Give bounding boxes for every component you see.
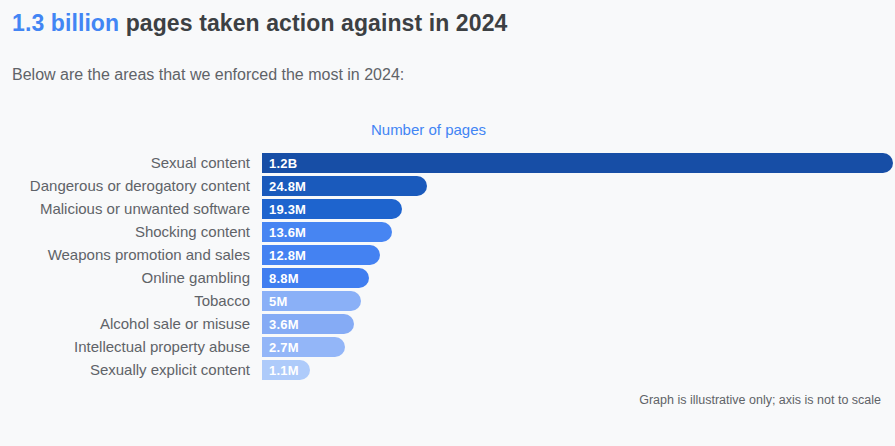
chart-row: Shocking content 13.6M [0,222,895,242]
chart-row: Tobacco 5M [0,291,895,311]
bar: 1.2B [262,153,893,173]
bar-value-label: 5M [262,294,287,309]
bar-value-label: 13.6M [262,225,306,240]
bar: 5M [262,291,361,311]
bar-track: 12.8M [262,245,895,265]
page-title-highlight: 1.3 billion [12,10,119,36]
bar-track: 8.8M [262,268,895,288]
bar-track: 1.1M [262,360,895,380]
category-label: Sexually explicit content [0,360,250,380]
category-label: Dangerous or derogatory content [0,176,250,196]
bar-value-label: 1.1M [262,363,299,378]
bar-value-label: 3.6M [262,317,299,332]
chart-title: Number of pages [262,121,595,138]
bar: 3.6M [262,314,354,334]
subtitle: Below are the areas that we enforced the… [12,66,895,84]
bar: 24.8M [262,176,427,196]
chart-footnote: Graph is illustrative only; axis is not … [0,393,895,407]
bar-chart: Number of pages Sexual content 1.2B Danger… [0,121,895,407]
category-label: Sexual content [0,153,250,173]
ads-safety-report-page: 1.3 billion pages taken action against i… [0,0,895,446]
page-title-rest: pages taken action against in 2024 [119,10,507,36]
category-label: Tobacco [0,291,250,311]
category-label: Malicious or unwanted software [0,199,250,219]
category-label: Weapons promotion and sales [0,245,250,265]
chart-row: Online gambling 8.8M [0,268,895,288]
category-label: Shocking content [0,222,250,242]
bar-value-label: 2.7M [262,340,299,355]
bar-track: 24.8M [262,176,895,196]
category-label: Alcohol sale or misuse [0,314,250,334]
chart-row: Alcohol sale or misuse 3.6M [0,314,895,334]
chart-row: Weapons promotion and sales 12.8M [0,245,895,265]
bar: 8.8M [262,268,369,288]
bar-track: 2.7M [262,337,895,357]
bar-track: 19.3M [262,199,895,219]
category-label: Online gambling [0,268,250,288]
bar-value-label: 8.8M [262,271,299,286]
chart-row: Malicious or unwanted software 19.3M [0,199,895,219]
bar-track: 5M [262,291,895,311]
bar-track: 1.2B [262,153,895,173]
chart-row: Sexual content 1.2B [0,153,895,173]
bar: 12.8M [262,245,380,265]
bar: 13.6M [262,222,392,242]
bar-track: 3.6M [262,314,895,334]
category-label: Intellectual property abuse [0,337,250,357]
bar-value-label: 24.8M [262,179,306,194]
bar-value-label: 12.8M [262,248,306,263]
page-title: 1.3 billion pages taken action against i… [12,10,895,37]
chart-row: Sexually explicit content 1.1M [0,360,895,380]
chart-row: Dangerous or derogatory content 24.8M [0,176,895,196]
chart-row: Intellectual property abuse 2.7M [0,337,895,357]
bar: 1.1M [262,360,310,380]
bar: 2.7M [262,337,345,357]
bar-value-label: 19.3M [262,202,306,217]
bar-value-label: 1.2B [262,156,297,171]
chart-rows: Sexual content 1.2B Dangerous or derogator… [0,153,895,380]
bar-track: 13.6M [262,222,895,242]
bar: 19.3M [262,199,402,219]
